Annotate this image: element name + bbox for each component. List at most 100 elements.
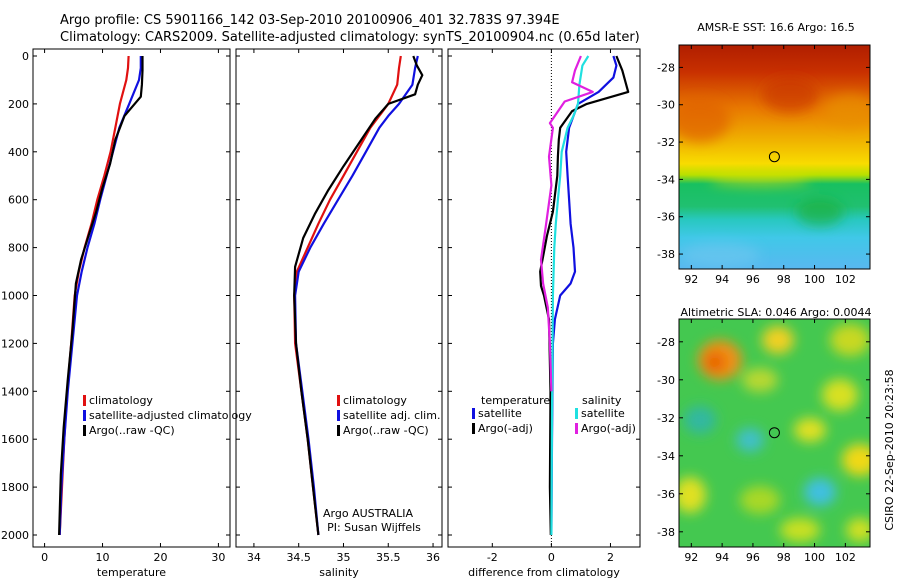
x-tick-label: 98 [777,273,791,286]
legend-swatch [83,395,86,406]
sst-heatmap [679,45,870,269]
y-tick-label: -34 [657,173,675,186]
x-tick-label: 92 [684,551,698,564]
legend-swatch [337,410,340,421]
legend-entry: Argo(-adj) [581,422,636,435]
x-tick-label: 20 [153,551,167,564]
sla-map-axes: 92 94 96 98 100 102 -28 -30 -32 -34 -36 -38 [657,319,870,564]
x-tick-label: 102 [835,273,856,286]
x-axis-label: temperature [97,566,166,579]
legend-entry: satellite adj. clim. [343,409,440,422]
legend-entry: Argo(..raw -QC) [343,424,429,437]
y-tick-label: -32 [657,136,675,149]
y-tick-label: 2000 [1,529,29,542]
y-tick-label: -30 [657,99,675,112]
series-line-3 [539,55,594,392]
y-tick-label: 200 [8,98,29,111]
series-line-2 [293,55,424,536]
figure-title-line2: Climatology: CARS2009. Satellite-adjuste… [60,30,640,45]
y-tick-label: 400 [8,146,29,159]
x-tick-label: 35.5 [376,551,401,564]
x-tick-label: 100 [804,273,825,286]
sst-map-title: AMSR-E SST: 16.6 Argo: 16.5 [697,21,855,34]
y-tick-label: -28 [657,336,675,349]
x-tick-label: 98 [777,551,791,564]
annotation-line: PI: Susan Wijffels [327,521,421,534]
legend-swatch [575,408,578,419]
legend-swatch [83,410,86,421]
x-tick-label: 2 [607,551,614,564]
series-line-1 [58,56,142,536]
y-tick-label: -38 [657,526,675,539]
x-tick-label: 10 [96,551,110,564]
y-tick-label: 1800 [1,481,29,494]
y-tick-label: 1200 [1,337,29,350]
plot-frame [32,48,231,548]
difference-panel: -2 0 2 difference from climatology temperatu… [447,48,641,579]
legend-entry: satellite [581,407,625,420]
plot-frame [235,48,443,548]
x-tick-label: 100 [804,551,825,564]
side-credit-text: CSIRO 22-Sep-2010 20:23:58 [883,369,896,530]
y-tick-label: 1000 [1,290,29,303]
sla-map-panel: Altimetric SLA: 0.046 Argo: 0.0044 [657,306,871,564]
legend-swatch [575,423,578,434]
plot-frame [447,48,641,548]
legend-swatch [472,408,475,419]
series-line-1 [294,55,419,536]
legend-entry: climatology [343,394,407,407]
figure-title-line1: Argo profile: CS 5901166_142 03-Sep-2010… [60,13,560,28]
x-tick-label: 34.5 [286,551,311,564]
y-tick-label: -32 [657,412,675,425]
sla-heatmap [679,319,870,547]
y-tick-label: -36 [657,488,675,501]
x-tick-label: 94 [715,273,729,286]
argo-float-marker [768,427,780,439]
y-tick-label: 800 [8,242,29,255]
series-line-2 [58,56,144,536]
legend-header: temperature [481,394,550,407]
legend-swatch [83,425,86,436]
series-line-0 [550,55,618,536]
x-tick-label: 102 [835,551,856,564]
sla-map-frame [678,318,871,548]
x-tick-label: 92 [684,273,698,286]
legend-swatch [337,425,340,436]
temperature-panel: 0 10 20 30 0 200 400 600 800 1000 1200 1400 1600 1800… [1,48,252,579]
y-tick-label: 600 [8,194,29,207]
x-axis-label: salinity [319,566,359,579]
legend-entry: Argo(..raw -QC) [89,424,175,437]
x-tick-label: 30 [211,551,225,564]
legend-swatch [337,395,340,406]
sst-map-axes: 92 94 96 98 100 102 -28 -30 -32 -34 -36 -38 [657,45,870,286]
sst-map-frame [678,44,871,270]
y-tick-label: 1400 [1,385,29,398]
legend-entry: Argo(-adj) [478,422,533,435]
x-tick-label: 36 [426,551,440,564]
legend-header: salinity [582,394,622,407]
legend-entry: climatology [89,394,153,407]
y-tick-label: -34 [657,450,675,463]
x-tick-label: 34 [247,551,261,564]
salinity-panel: 34 34.5 35 35.5 36 salinity climatology satelli… [235,48,443,579]
sst-map-panel: AMSR-E SST: 16.6 Argo: 16.5 92 94 96 98 100 1… [657,21,871,286]
sla-map-title: Altimetric SLA: 0.046 Argo: 0.0044 [680,306,871,319]
x-tick-label: 96 [746,551,760,564]
y-tick-label: 1600 [1,433,29,446]
legend-entry: satellite [478,407,522,420]
series-line-2 [550,55,590,536]
legend-entry: satellite-adjusted climatology [89,409,252,422]
y-tick-label: 0 [22,50,29,63]
x-axis-label: difference from climatology [468,566,620,579]
x-tick-label: 0 [41,551,48,564]
x-tick-label: 35 [336,551,350,564]
x-tick-label: 96 [746,273,760,286]
y-tick-label: -38 [657,248,675,261]
annotation-line: Argo AUSTRALIA [323,507,413,520]
y-tick-label: -36 [657,211,675,224]
y-tick-label: -28 [657,61,675,74]
argo-float-marker [768,151,780,163]
x-tick-label: 0 [548,551,555,564]
x-tick-label: 94 [715,551,729,564]
